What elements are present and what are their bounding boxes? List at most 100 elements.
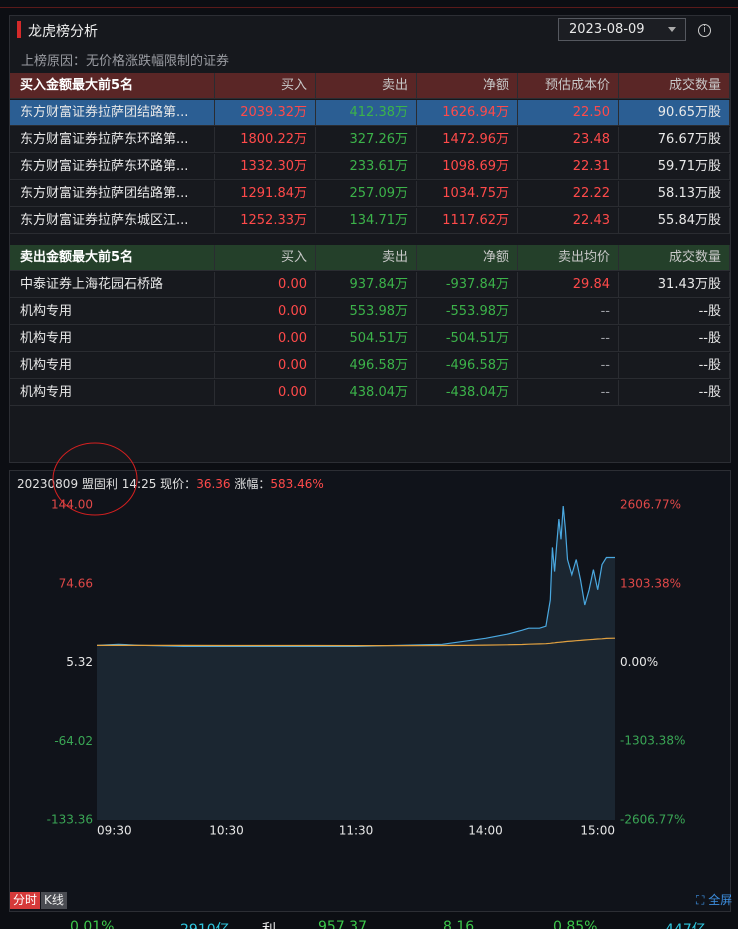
ticker-item: 2910亿 [180, 919, 230, 929]
info-time: 14:25 [121, 477, 157, 491]
info-icon[interactable]: i [698, 24, 711, 37]
column-header: 卖出均价 [518, 245, 619, 271]
table-cell: 东方财富证券拉萨团结路第... [10, 100, 215, 126]
info-price-label: 现价： [160, 477, 197, 491]
table-cell: 0.00 [215, 299, 316, 325]
table-cell: 438.04万 [316, 380, 417, 406]
table-cell: -- [518, 353, 619, 379]
y2-tick-label: -2606.77% [620, 813, 685, 827]
column-header: 买入 [215, 73, 316, 99]
table-cell: 134.71万 [316, 208, 417, 234]
table-cell: 1472.96万 [417, 127, 518, 153]
info-stock: 盟固利 [81, 477, 118, 491]
ticker-item: 8.16 [443, 919, 475, 929]
table-cell: 机构专用 [10, 326, 215, 352]
table-cell: 504.51万 [316, 326, 417, 352]
y-tick-label: -64.02 [54, 734, 93, 748]
y-tick-label: -133.36 [47, 813, 93, 827]
ticker-item: 利 [262, 919, 276, 929]
chart-info: 20230809 盟固利 14:25 现价：36.36 涨幅：583.46% [17, 475, 324, 492]
ticker-item: 0.01% [70, 919, 115, 929]
x-tick-label: 15:00 [580, 824, 615, 838]
table-cell: -504.51万 [417, 326, 518, 352]
y-tick-label: 144.00 [51, 498, 93, 512]
table-cell: 东方财富证券拉萨东环路第... [10, 127, 215, 153]
date-select[interactable]: 2023-08-09 [558, 18, 686, 41]
table-cell: -496.58万 [417, 353, 518, 379]
table-cell: 22.50 [518, 100, 619, 126]
ticker-strip: 0.01% 2910亿 利 957.37 8.16 0.85% 447亿 [0, 919, 738, 929]
table-cell: 2039.32万 [215, 100, 316, 126]
table-cell: -- [518, 380, 619, 406]
y-tick-label: 5.32 [66, 655, 93, 669]
tab-intraday[interactable]: 分时 [10, 892, 41, 909]
table-cell: 22.31 [518, 154, 619, 180]
table-cell: -438.04万 [417, 380, 518, 406]
price-line [96, 505, 615, 647]
x-tick-label: 10:30 [209, 824, 244, 838]
table-cell: 机构专用 [10, 380, 215, 406]
column-header: 卖出 [316, 73, 417, 99]
y2-tick-label: 1303.38% [620, 576, 681, 590]
table-cell: 233.61万 [316, 154, 417, 180]
table-cell: --股 [619, 353, 730, 379]
table-cell: 29.84 [518, 272, 619, 298]
table-cell: 1332.30万 [215, 154, 316, 180]
table-cell: 1626.94万 [417, 100, 518, 126]
table-cell: 58.13万股 [619, 181, 730, 207]
table-cell: 东方财富证券拉萨团结路第... [10, 181, 215, 207]
table-cell: -- [518, 299, 619, 325]
average-line [97, 637, 616, 647]
ticker-item: 0.85% [553, 919, 598, 929]
table-cell: 31.43万股 [619, 272, 730, 298]
table-cell: 55.84万股 [619, 208, 730, 234]
y-tick-label: 74.66 [59, 576, 93, 590]
fullscreen-button[interactable]: ⛶ 全屏 [696, 893, 733, 907]
info-date: 20230809 [17, 477, 79, 491]
column-header: 成交数量 [619, 245, 730, 271]
table-cell: 496.58万 [316, 353, 417, 379]
table-cell: 257.09万 [316, 181, 417, 207]
table-cell: 1034.75万 [417, 181, 518, 207]
table-cell: 22.43 [518, 208, 619, 234]
column-header: 成交数量 [619, 73, 730, 99]
table-cell: 0.00 [215, 353, 316, 379]
y2-tick-label: 0.00% [620, 655, 658, 669]
table-cell: -553.98万 [417, 299, 518, 325]
dropdown-caret[interactable] [668, 27, 676, 32]
ticker-item: 447亿 [665, 919, 706, 929]
tab-kline[interactable]: K线 [41, 892, 67, 909]
column-header: 买入 [215, 245, 316, 271]
table-cell: 327.26万 [316, 127, 417, 153]
title-accent [17, 21, 21, 38]
listing-reason: 上榜原因：无价格涨跌幅限制的证券 [21, 54, 230, 69]
table-cell: 937.84万 [316, 272, 417, 298]
table-cell: 机构专用 [10, 353, 215, 379]
table-cell: 1291.84万 [215, 181, 316, 207]
table-cell: 412.38万 [316, 100, 417, 126]
panel-title: 龙虎榜分析 [28, 24, 98, 40]
table-cell: --股 [619, 380, 730, 406]
x-tick-label: 11:30 [339, 824, 374, 838]
table-cell: 553.98万 [316, 299, 417, 325]
table-cell: --股 [619, 326, 730, 352]
ticker-item: 957.37 [318, 919, 367, 929]
column-header: 买入金额最大前5名 [10, 73, 215, 99]
y2-tick-label: 2606.77% [620, 498, 681, 512]
column-header: 预估成本价 [518, 73, 619, 99]
column-header: 卖出金额最大前5名 [10, 245, 215, 271]
column-header: 净额 [417, 73, 518, 99]
table-cell: 1117.62万 [417, 208, 518, 234]
column-header: 净额 [417, 245, 518, 271]
table-cell: 59.71万股 [619, 154, 730, 180]
y2-tick-label: -1303.38% [620, 734, 685, 748]
table-cell: 东方财富证券拉萨东环路第... [10, 154, 215, 180]
table-cell: -937.84万 [417, 272, 518, 298]
table-cell: 76.67万股 [619, 127, 730, 153]
table-cell: 机构专用 [10, 299, 215, 325]
table-cell: 23.48 [518, 127, 619, 153]
info-price: 36.36 [196, 477, 231, 491]
x-tick-label: 14:00 [468, 824, 503, 838]
table-cell: -- [518, 326, 619, 352]
fullscreen-label: 全屏 [708, 893, 733, 907]
